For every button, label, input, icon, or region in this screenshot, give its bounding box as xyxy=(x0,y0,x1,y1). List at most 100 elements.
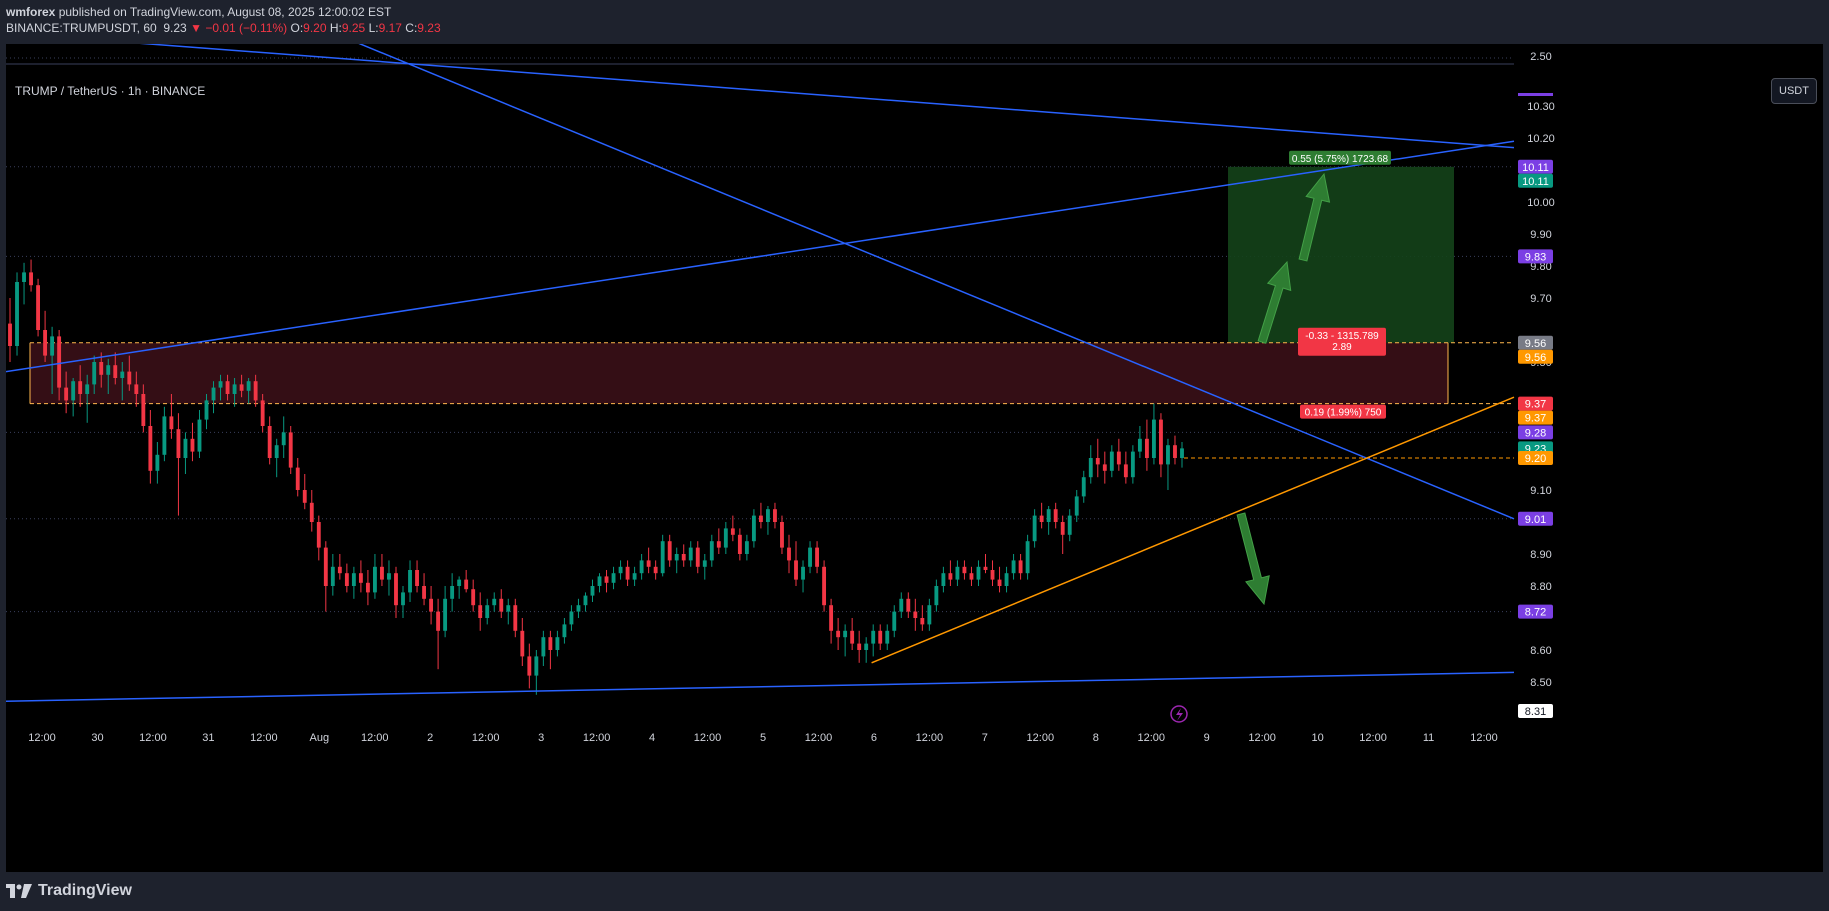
candle[interactable] xyxy=(695,547,700,567)
target-zone[interactable] xyxy=(1228,166,1454,343)
candle[interactable] xyxy=(1180,448,1184,458)
candle[interactable] xyxy=(639,560,644,574)
candle[interactable] xyxy=(246,381,251,391)
candle[interactable] xyxy=(906,598,911,612)
candle[interactable] xyxy=(1151,419,1156,458)
candle[interactable] xyxy=(927,605,932,625)
candle[interactable] xyxy=(232,384,237,394)
candle[interactable] xyxy=(751,515,756,542)
candle[interactable] xyxy=(941,573,946,586)
price-marker[interactable] xyxy=(1518,451,1553,465)
candle[interactable] xyxy=(766,509,770,522)
candle[interactable] xyxy=(625,566,630,580)
candle[interactable] xyxy=(541,637,546,657)
candle[interactable] xyxy=(429,598,434,612)
candle[interactable] xyxy=(1060,522,1065,535)
candle[interactable] xyxy=(436,611,441,631)
candle[interactable] xyxy=(688,547,693,561)
candle[interactable] xyxy=(1102,464,1107,471)
candle[interactable] xyxy=(597,576,602,586)
descending-trendline-upper[interactable] xyxy=(6,44,1515,149)
candle[interactable] xyxy=(548,637,553,650)
candle[interactable] xyxy=(365,582,370,593)
candle[interactable] xyxy=(99,362,104,375)
price-marker[interactable] xyxy=(1518,604,1553,619)
price-marker[interactable] xyxy=(1518,159,1553,174)
candle[interactable] xyxy=(183,438,188,458)
candle[interactable] xyxy=(506,605,511,612)
candle[interactable] xyxy=(899,598,904,612)
candle[interactable] xyxy=(1137,438,1142,452)
candle[interactable] xyxy=(653,566,658,574)
candle[interactable] xyxy=(660,541,665,574)
candle[interactable] xyxy=(1046,509,1051,522)
candle[interactable] xyxy=(267,426,272,458)
candle[interactable] xyxy=(113,365,118,378)
candle[interactable] xyxy=(281,432,286,446)
candle[interactable] xyxy=(878,630,883,644)
price-marker[interactable] xyxy=(1518,173,1553,188)
candle[interactable] xyxy=(22,272,26,282)
candle[interactable] xyxy=(274,445,279,458)
candle[interactable] xyxy=(948,573,953,580)
candle[interactable] xyxy=(758,515,763,522)
candle[interactable] xyxy=(408,570,412,593)
candle[interactable] xyxy=(323,547,328,586)
ascending-trendline-bottom[interactable] xyxy=(6,671,1515,702)
candle[interactable] xyxy=(590,586,595,596)
candle[interactable] xyxy=(709,541,714,561)
candle[interactable] xyxy=(962,566,967,574)
candle[interactable] xyxy=(1004,573,1009,586)
candle[interactable] xyxy=(288,432,293,468)
candle[interactable] xyxy=(983,566,988,570)
candle[interactable] xyxy=(730,528,735,535)
candle[interactable] xyxy=(555,637,560,650)
candle[interactable] xyxy=(148,426,153,471)
candle[interactable] xyxy=(1039,515,1044,522)
descending-trendline-main[interactable] xyxy=(317,44,1515,520)
candle[interactable] xyxy=(1173,445,1177,458)
candle[interactable] xyxy=(197,419,202,452)
candle[interactable] xyxy=(801,566,805,580)
candle[interactable] xyxy=(85,384,90,394)
candle[interactable] xyxy=(716,541,721,548)
candle[interactable] xyxy=(394,573,398,606)
candle[interactable] xyxy=(8,323,12,346)
candle[interactable] xyxy=(955,566,960,580)
candle[interactable] xyxy=(141,394,146,426)
candle[interactable] xyxy=(723,528,728,548)
candle[interactable] xyxy=(920,618,925,625)
lightning-icon[interactable] xyxy=(1170,705,1188,723)
candle[interactable] xyxy=(337,566,342,574)
price-marker[interactable] xyxy=(1518,511,1553,526)
candle[interactable] xyxy=(618,566,623,574)
candle[interactable] xyxy=(646,560,651,567)
candle[interactable] xyxy=(885,630,890,644)
candle[interactable] xyxy=(344,573,349,586)
candle[interactable] xyxy=(1053,509,1058,522)
candle[interactable] xyxy=(737,534,742,554)
candle[interactable] xyxy=(794,560,798,580)
candle[interactable] xyxy=(36,285,41,330)
candle[interactable] xyxy=(162,416,167,455)
candle[interactable] xyxy=(829,605,834,631)
candle[interactable] xyxy=(702,560,707,567)
candle[interactable] xyxy=(611,573,616,583)
candle[interactable] xyxy=(316,522,321,548)
price-marker[interactable] xyxy=(1518,349,1553,364)
candle[interactable] xyxy=(836,630,841,638)
candle[interactable] xyxy=(815,547,819,567)
candle[interactable] xyxy=(106,365,111,375)
candle[interactable] xyxy=(583,595,588,606)
candle[interactable] xyxy=(1109,451,1114,471)
candle[interactable] xyxy=(71,381,76,401)
candle[interactable] xyxy=(351,573,356,586)
candle[interactable] xyxy=(380,566,384,580)
candle[interactable] xyxy=(822,566,827,606)
candle[interactable] xyxy=(387,573,391,580)
candle[interactable] xyxy=(808,547,812,567)
candle[interactable] xyxy=(976,566,981,580)
price-marker[interactable] xyxy=(1518,249,1553,264)
candle[interactable] xyxy=(744,541,749,554)
candlestick-chart[interactable]: 0.55 (5.75%) 1723.68 -0.33 - 1315.7892.89… xyxy=(6,44,1823,872)
